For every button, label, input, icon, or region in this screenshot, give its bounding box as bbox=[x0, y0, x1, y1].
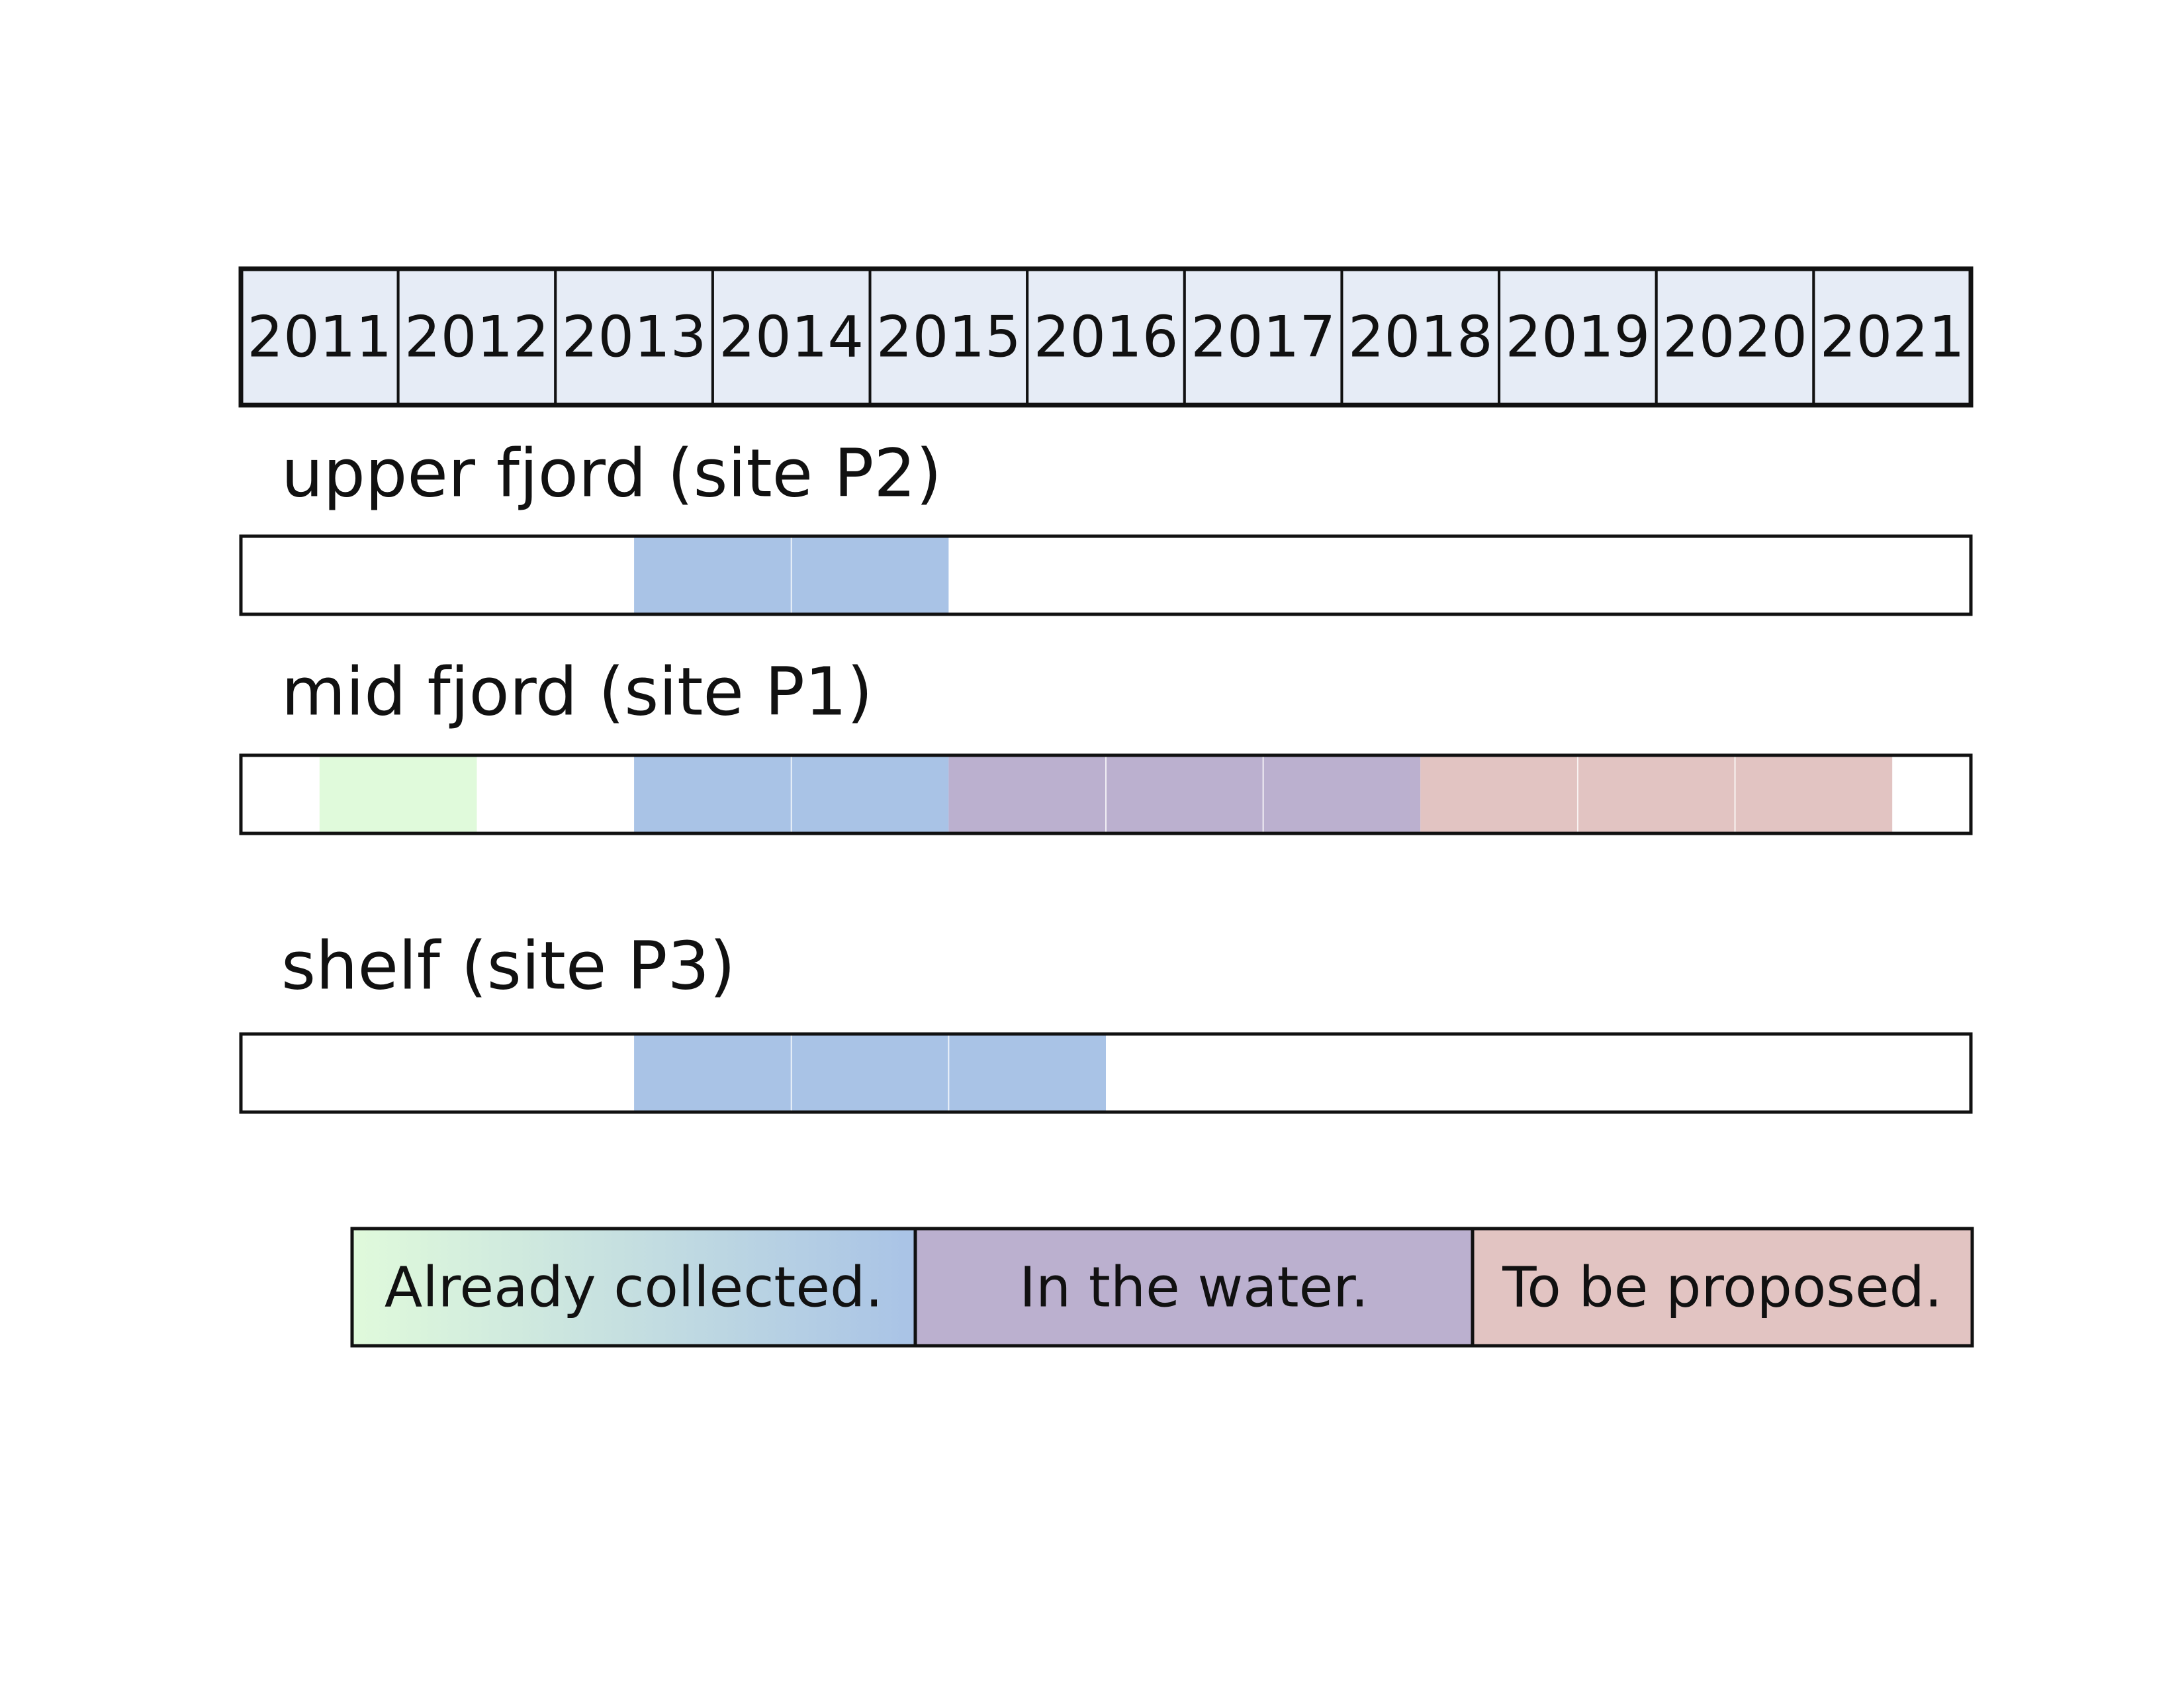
year-label: 2014 bbox=[719, 304, 864, 370]
year-label: 2011 bbox=[247, 304, 392, 370]
year-label: 2015 bbox=[876, 304, 1021, 370]
legend-label: To be proposed. bbox=[1502, 1254, 1942, 1319]
year-label: 2013 bbox=[562, 304, 707, 370]
row-border bbox=[239, 753, 1973, 835]
segment bbox=[634, 1034, 1106, 1112]
legend-box bbox=[1471, 1227, 1974, 1348]
row-border bbox=[239, 1032, 1973, 1114]
year-label: 2016 bbox=[1034, 304, 1179, 370]
row-label: shelf (site P3) bbox=[281, 927, 735, 1004]
year-cell bbox=[396, 267, 557, 406]
year-label: 2019 bbox=[1505, 304, 1650, 370]
year-cell bbox=[1340, 267, 1501, 406]
segment bbox=[948, 755, 1421, 833]
year-label: 2020 bbox=[1662, 304, 1807, 370]
year-label: 2017 bbox=[1191, 304, 1336, 370]
row-label: upper fjord (site P2) bbox=[281, 434, 942, 512]
legend-box bbox=[350, 1227, 917, 1348]
row-border bbox=[239, 534, 1973, 616]
year-label: 2021 bbox=[1820, 304, 1965, 370]
year-cell bbox=[240, 267, 400, 406]
legend-label: Already collected. bbox=[385, 1254, 883, 1319]
legend-box bbox=[913, 1227, 1475, 1348]
row-bar bbox=[241, 536, 1971, 614]
segment bbox=[319, 755, 477, 833]
legend-label: In the water. bbox=[1019, 1254, 1369, 1319]
year-cell bbox=[1026, 267, 1186, 406]
year-label: 2018 bbox=[1348, 304, 1493, 370]
year-label: 2012 bbox=[404, 304, 549, 370]
year-cell bbox=[1655, 267, 1815, 406]
header-border bbox=[238, 266, 1974, 408]
segment bbox=[1420, 755, 1893, 833]
row-label: mid fjord (site P1) bbox=[281, 653, 873, 730]
